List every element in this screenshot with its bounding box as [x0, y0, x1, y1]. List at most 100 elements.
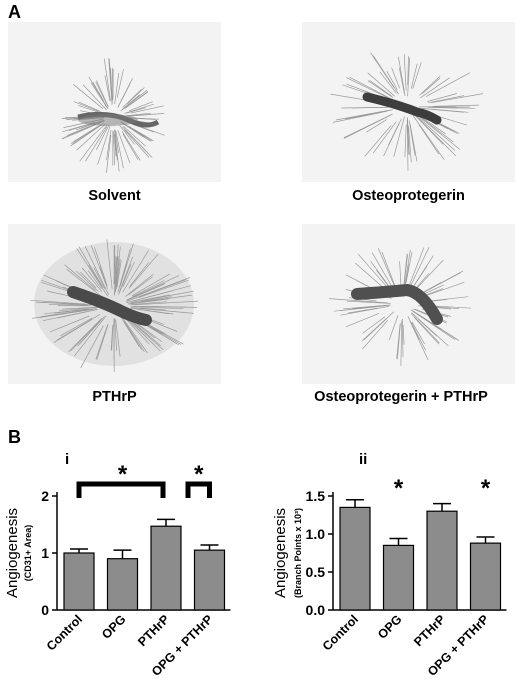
vessel-line: [32, 308, 97, 319]
vessel-line: [78, 105, 102, 114]
significance-bracket: [76, 481, 166, 498]
vessel-line: [84, 246, 109, 295]
vessel-line: [125, 91, 149, 109]
panel-sub-label: i: [65, 451, 69, 468]
vessel-line: [95, 81, 109, 107]
vessel-line: [391, 67, 400, 89]
vessel-line: [113, 245, 116, 284]
vessel-line: [373, 55, 399, 95]
cd31-area-bar-chart: i 0 1 2 Angiogenesis (CD31+ Area) Control OPG PT…: [4, 451, 231, 679]
vessel-line: [132, 280, 165, 298]
vessel-line: [80, 325, 104, 369]
vessel-line: [412, 115, 445, 161]
vessel-line: [413, 316, 440, 345]
x-tick-label: Control: [44, 612, 85, 653]
vessel-line: [121, 122, 144, 138]
vessel-line: [96, 323, 109, 361]
vessel-line: [91, 82, 108, 109]
vessel-line: [103, 58, 111, 102]
vessel-line: [116, 260, 122, 288]
significance-star: *: [194, 461, 204, 488]
vessel-line: [95, 125, 110, 150]
vessel-line: [60, 317, 93, 337]
vessel-line: [121, 94, 140, 110]
vessel-line: [399, 261, 402, 286]
y-axis-label: Angiogenesis: [4, 508, 21, 598]
vessel-line: [367, 80, 394, 98]
vessel-line: [59, 306, 101, 312]
vessel-line: [410, 322, 426, 351]
vessel-line: [340, 306, 389, 316]
vessel-line: [131, 321, 164, 351]
vessel-line: [407, 247, 425, 289]
vessel-line: [125, 130, 148, 153]
vessel-line: [420, 77, 450, 99]
vessel-line: [398, 67, 405, 94]
vessel-line: [414, 114, 456, 151]
x-tick-label: PTHrP: [411, 612, 448, 649]
vessel-line: [122, 250, 149, 293]
vessel-line: [131, 105, 164, 114]
vessel-line: [346, 300, 391, 304]
vessel-line: [408, 126, 412, 163]
vessel-line: [419, 75, 441, 96]
vessel-line: [122, 317, 148, 354]
vessel-line: [99, 266, 107, 284]
x-tick-label: Control: [320, 612, 361, 653]
vessel-line: [73, 101, 99, 112]
vessel-line: [92, 81, 104, 101]
vessel-line: [419, 117, 461, 150]
vessel-line: [123, 320, 145, 353]
vessel-line: [417, 259, 444, 288]
vessel-line: [119, 256, 134, 292]
vessel-line: [406, 119, 409, 171]
vessel-line: [407, 56, 409, 86]
vessel-line: [106, 135, 112, 174]
vessel-line: [411, 312, 449, 347]
vessel-line: [130, 290, 194, 304]
vessel-line: [431, 93, 484, 104]
significance-star: *: [481, 475, 491, 502]
vessel-line: [343, 304, 390, 310]
vessel-line: [136, 308, 169, 315]
y-tick-label: 2: [41, 488, 49, 504]
vessel-line: [80, 271, 97, 289]
vessel-line: [415, 115, 444, 145]
vessel-line: [345, 312, 380, 328]
vessel-line: [117, 78, 133, 108]
vessel-line: [401, 318, 404, 358]
vessel-line: [87, 270, 102, 290]
vessel-line: [418, 118, 457, 157]
vessel-line: [73, 84, 104, 109]
vessel-line: [404, 124, 407, 158]
vessel-line: [118, 263, 132, 295]
vessel-line: [428, 95, 465, 104]
vessel-line: [95, 324, 108, 360]
vessel-line: [117, 248, 131, 293]
y-axis-sublabel: (Branch Points x 10³): [293, 508, 303, 598]
vessel-line: [422, 77, 441, 94]
osteoprotegerin-pthrp-explant-image: [302, 224, 515, 384]
vessel-line: [94, 247, 108, 287]
vessel-line: [78, 246, 104, 289]
vessel-line: [106, 239, 113, 290]
vessel-line: [124, 103, 155, 114]
vessel-line: [434, 107, 475, 109]
vessel-line: [62, 303, 85, 305]
vessel-line: [134, 300, 199, 306]
vessel-line: [114, 130, 119, 154]
vessel-line: [398, 56, 406, 97]
vessel-line: [66, 268, 102, 297]
vessel-line: [96, 80, 109, 108]
vessel-line: [88, 76, 109, 109]
vessel-line: [129, 298, 169, 305]
vessel-line: [119, 243, 134, 287]
y-tick-label: 0.5: [306, 564, 326, 580]
vessel-line: [128, 101, 153, 112]
significance-star: *: [394, 475, 404, 502]
vessel-line: [122, 89, 142, 108]
vessel-line: [372, 121, 397, 154]
vessel-line: [64, 264, 96, 291]
bar: [382, 544, 415, 611]
vessel-line: [343, 114, 392, 138]
